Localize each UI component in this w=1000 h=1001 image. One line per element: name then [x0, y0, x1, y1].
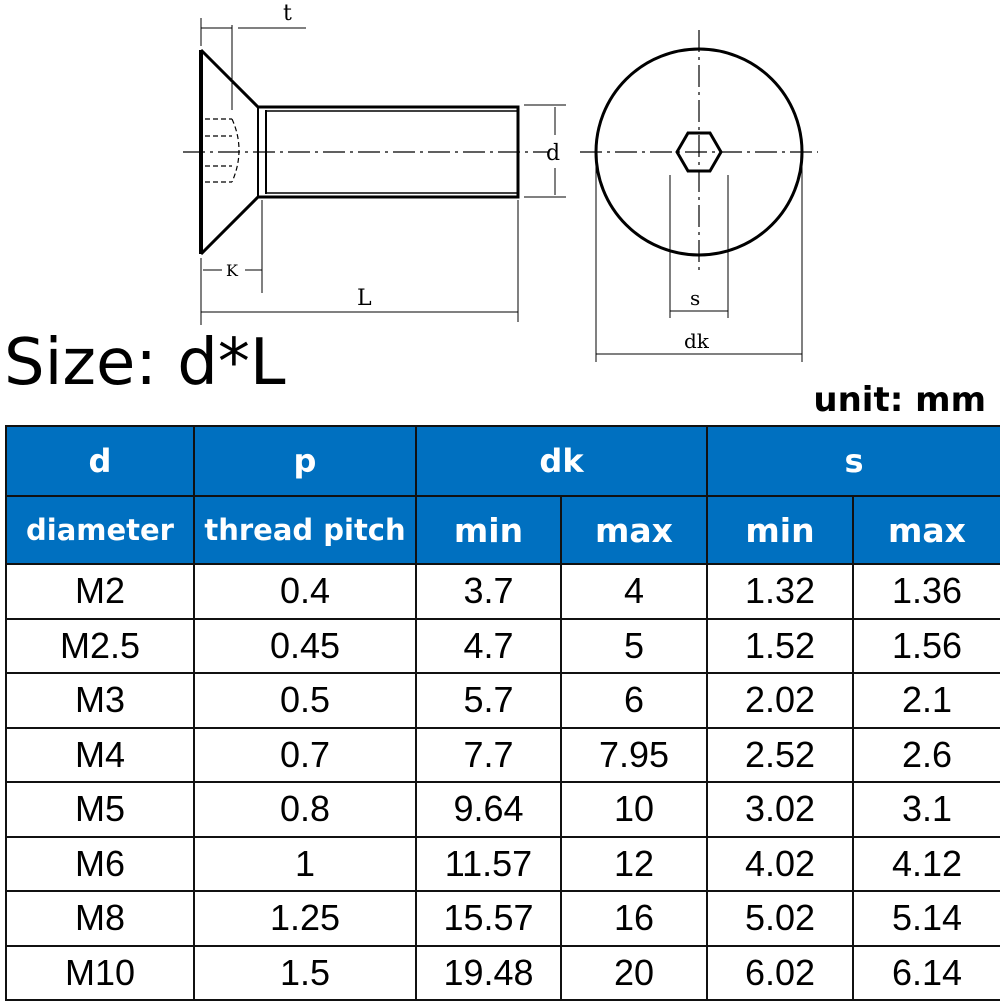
cell-s-max: 3.1 — [851, 781, 1000, 838]
header-dk-max: max — [560, 495, 708, 565]
spec-table: d p dk s diameter thread pitch min max m… — [5, 425, 1000, 1001]
header-s: s — [705, 425, 1000, 497]
cell-dk-min: 7.7 — [415, 726, 562, 783]
d-label: d — [546, 141, 560, 166]
cell-s-max: 2.1 — [851, 672, 1000, 729]
unit-label: unit: mm — [813, 380, 986, 420]
cell-s-max: 2.6 — [851, 726, 1000, 783]
cell-s-min: 4.02 — [706, 835, 854, 892]
table-row: M10 1.5 19.48 20 6.02 6.14 — [5, 944, 1000, 1001]
cell-d: M5 — [5, 781, 195, 838]
cell-dk-max: 12 — [560, 835, 708, 892]
s-label: s — [690, 286, 700, 310]
header-s-min: min — [706, 495, 854, 565]
cell-dk-max: 6 — [560, 672, 708, 729]
cell-dk-max: 4 — [560, 563, 708, 620]
cell-s-min: 1.32 — [706, 563, 854, 620]
cell-dk-min: 3.7 — [415, 563, 562, 620]
cell-s-min: 1.52 — [706, 617, 854, 674]
screw-diagram: t d K L s dk — [183, 1, 818, 362]
cell-s-max: 5.14 — [851, 890, 1000, 947]
cell-s-min: 5.02 — [706, 890, 854, 947]
cell-dk-min: 19.48 — [415, 944, 562, 1001]
cell-p: 1 — [193, 835, 417, 892]
cell-s-max: 6.14 — [851, 944, 1000, 1001]
cell-dk-min: 15.57 — [415, 890, 562, 947]
cell-p: 1.5 — [193, 944, 417, 1001]
cell-s-max: 4.12 — [851, 835, 1000, 892]
cell-d: M10 — [5, 944, 195, 1001]
cell-dk-max: 5 — [560, 617, 708, 674]
cell-dk-min: 9.64 — [415, 781, 562, 838]
cell-d: M8 — [5, 890, 195, 947]
table-row: M6 1 11.57 12 4.02 4.12 — [5, 835, 1000, 892]
cell-d: M2 — [5, 563, 195, 620]
cell-dk-max: 20 — [560, 944, 708, 1001]
header-dk-min: min — [415, 495, 562, 565]
table-row: M3 0.5 5.7 6 2.02 2.1 — [5, 672, 1000, 729]
header-diameter: diameter — [5, 495, 195, 565]
cell-d: M3 — [5, 672, 195, 729]
cell-s-max: 1.36 — [851, 563, 1000, 620]
cell-d: M4 — [5, 726, 195, 783]
cell-p: 0.8 — [193, 781, 417, 838]
header-d: d — [5, 425, 195, 497]
k-label: K — [226, 261, 239, 280]
cell-p: 0.5 — [193, 672, 417, 729]
table-row: M5 0.8 9.64 10 3.02 3.1 — [5, 781, 1000, 838]
cell-dk-max: 16 — [560, 890, 708, 947]
cell-dk-min: 11.57 — [415, 835, 562, 892]
cell-s-min: 2.02 — [706, 672, 854, 729]
cell-p: 0.4 — [193, 563, 417, 620]
header-p: p — [193, 425, 417, 497]
table-row: M4 0.7 7.7 7.95 2.52 2.6 — [5, 726, 1000, 783]
cell-s-min: 3.02 — [706, 781, 854, 838]
cell-dk-min: 4.7 — [415, 617, 562, 674]
table-row: M2.5 0.45 4.7 5 1.52 1.56 — [5, 617, 1000, 674]
table-row: M2 0.4 3.7 4 1.32 1.36 — [5, 563, 1000, 620]
t-label: t — [283, 1, 292, 26]
size-title: Size: d*L — [4, 326, 286, 400]
table-row: M8 1.25 15.57 16 5.02 5.14 — [5, 890, 1000, 947]
cell-p: 0.45 — [193, 617, 417, 674]
cell-dk-min: 5.7 — [415, 672, 562, 729]
cell-s-min: 6.02 — [706, 944, 854, 1001]
l-label: L — [357, 286, 372, 311]
cell-d: M6 — [5, 835, 195, 892]
cell-p: 1.25 — [193, 890, 417, 947]
cell-s-max: 1.56 — [851, 617, 1000, 674]
cell-d: M2.5 — [5, 617, 195, 674]
cell-dk-max: 7.95 — [560, 726, 708, 783]
header-thread-pitch: thread pitch — [193, 495, 417, 565]
cell-p: 0.7 — [193, 726, 417, 783]
side-view: t d K L — [183, 1, 566, 325]
dk-label: dk — [684, 329, 710, 353]
top-view: s dk — [580, 30, 818, 362]
cell-s-min: 2.52 — [706, 726, 854, 783]
header-dk: dk — [415, 425, 708, 497]
cell-dk-max: 10 — [560, 781, 708, 838]
header-s-max: max — [851, 495, 1000, 565]
